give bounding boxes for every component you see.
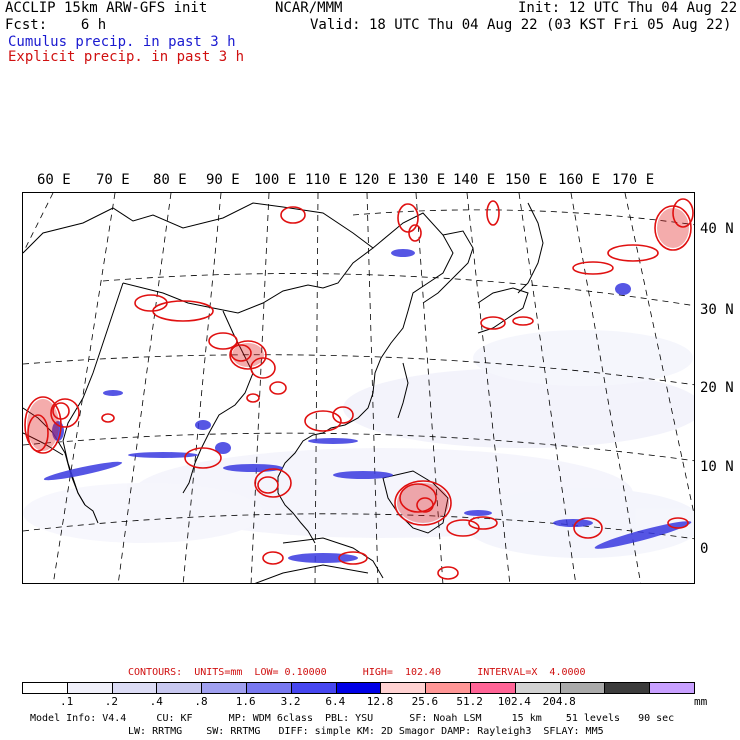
explicit-precip [24, 198, 694, 580]
colorbar-swatch [649, 682, 695, 694]
lon-label-70e: 70 E [96, 172, 130, 188]
legend-explicit: Explicit precip. in past 3 h [8, 49, 245, 65]
valid-time: Valid: 18 UTC Thu 04 Aug 22 (03 KST Fri … [310, 17, 732, 33]
org-label: NCAR/MMM [275, 0, 343, 16]
colorbar-swatch [156, 682, 203, 694]
colorbar-label: 6.4 [325, 695, 346, 708]
lat-label-20n: 20 N [700, 380, 734, 396]
colorbar-swatch [66, 682, 113, 694]
lon-label-90e: 90 E [206, 172, 240, 188]
lon-label-130e: 130 E [403, 172, 446, 188]
model-title: ACCLIP 15km ARW-GFS init [5, 0, 208, 16]
colorbar-label: 3.2 [280, 695, 301, 708]
colorbar-label: .8 [194, 695, 208, 708]
precip-map [22, 192, 695, 584]
map-svg [23, 193, 694, 583]
colorbar-swatch [380, 682, 427, 694]
colorbar-label: .4 [149, 695, 163, 708]
lon-label-80e: 80 E [153, 172, 187, 188]
colorbar-swatch [22, 682, 68, 694]
colorbar-swatch [514, 682, 561, 694]
lon-label-100e: 100 E [254, 172, 297, 188]
colorbar-label: 1.6 [235, 695, 256, 708]
colorbar-swatch [604, 682, 651, 694]
light-precip-field [23, 330, 694, 558]
colorbar-label: .2 [104, 695, 119, 708]
colorbar-label: .1 [60, 695, 74, 708]
explicit-precip-fill [27, 208, 689, 523]
model-info-line1: Model Info: V4.4 CU: KF MP: WDM 6class P… [30, 713, 675, 724]
lon-label-150e: 150 E [505, 172, 548, 188]
graticule [23, 193, 694, 583]
colorbar-swatch [246, 682, 292, 694]
colorbar-swatch [290, 682, 337, 694]
lon-label-160e: 160 E [558, 172, 601, 188]
colorbar-label: 102.4 [497, 695, 531, 708]
contours-info: CONTOURS: UNITS=mm LOW= 0.10000 HIGH= 10… [128, 667, 586, 678]
lat-label-10n: 10 N [700, 459, 734, 475]
colorbar-label: 25.6 [411, 695, 439, 708]
colorbar-label: 204.8 [542, 695, 576, 708]
lon-label-140e: 140 E [453, 172, 496, 188]
lon-label-60e: 60 E [37, 172, 71, 188]
colorbar-swatch [559, 682, 606, 694]
colorbar-label: 12.8 [366, 695, 394, 708]
colorbar-swatch [201, 682, 247, 694]
colorbar-swatch [425, 682, 471, 694]
lat-label-40n: 40 N [700, 221, 734, 237]
legend-cumulus: Cumulus precip. in past 3 h [8, 34, 236, 50]
model-info-line2: LW: RRTMG SW: RRTMG DIFF: simple KM: 2D … [128, 726, 604, 737]
colorbar-swatch [335, 682, 382, 694]
coastlines [23, 202, 544, 583]
colorbar-units: mm [694, 695, 708, 708]
init-time: Init: 12 UTC Thu 04 Aug 22 [518, 0, 738, 16]
lon-label-170e: 170 E [612, 172, 655, 188]
colorbar-swatch [111, 682, 158, 694]
colorbar-label: 51.2 [456, 695, 483, 708]
lon-label-110e: 110 E [305, 172, 348, 188]
colorbar-swatch [470, 682, 516, 694]
lat-label-30n: 30 N [700, 302, 734, 318]
lon-label-120e: 120 E [354, 172, 397, 188]
lat-label-0: 0 [700, 541, 709, 557]
forecast-hour: Fcst: 6 h [5, 17, 107, 33]
